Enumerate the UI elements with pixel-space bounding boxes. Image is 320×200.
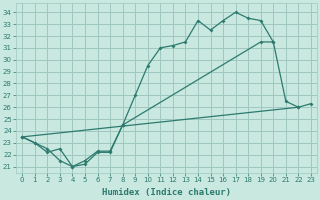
- X-axis label: Humidex (Indice chaleur): Humidex (Indice chaleur): [102, 188, 231, 197]
